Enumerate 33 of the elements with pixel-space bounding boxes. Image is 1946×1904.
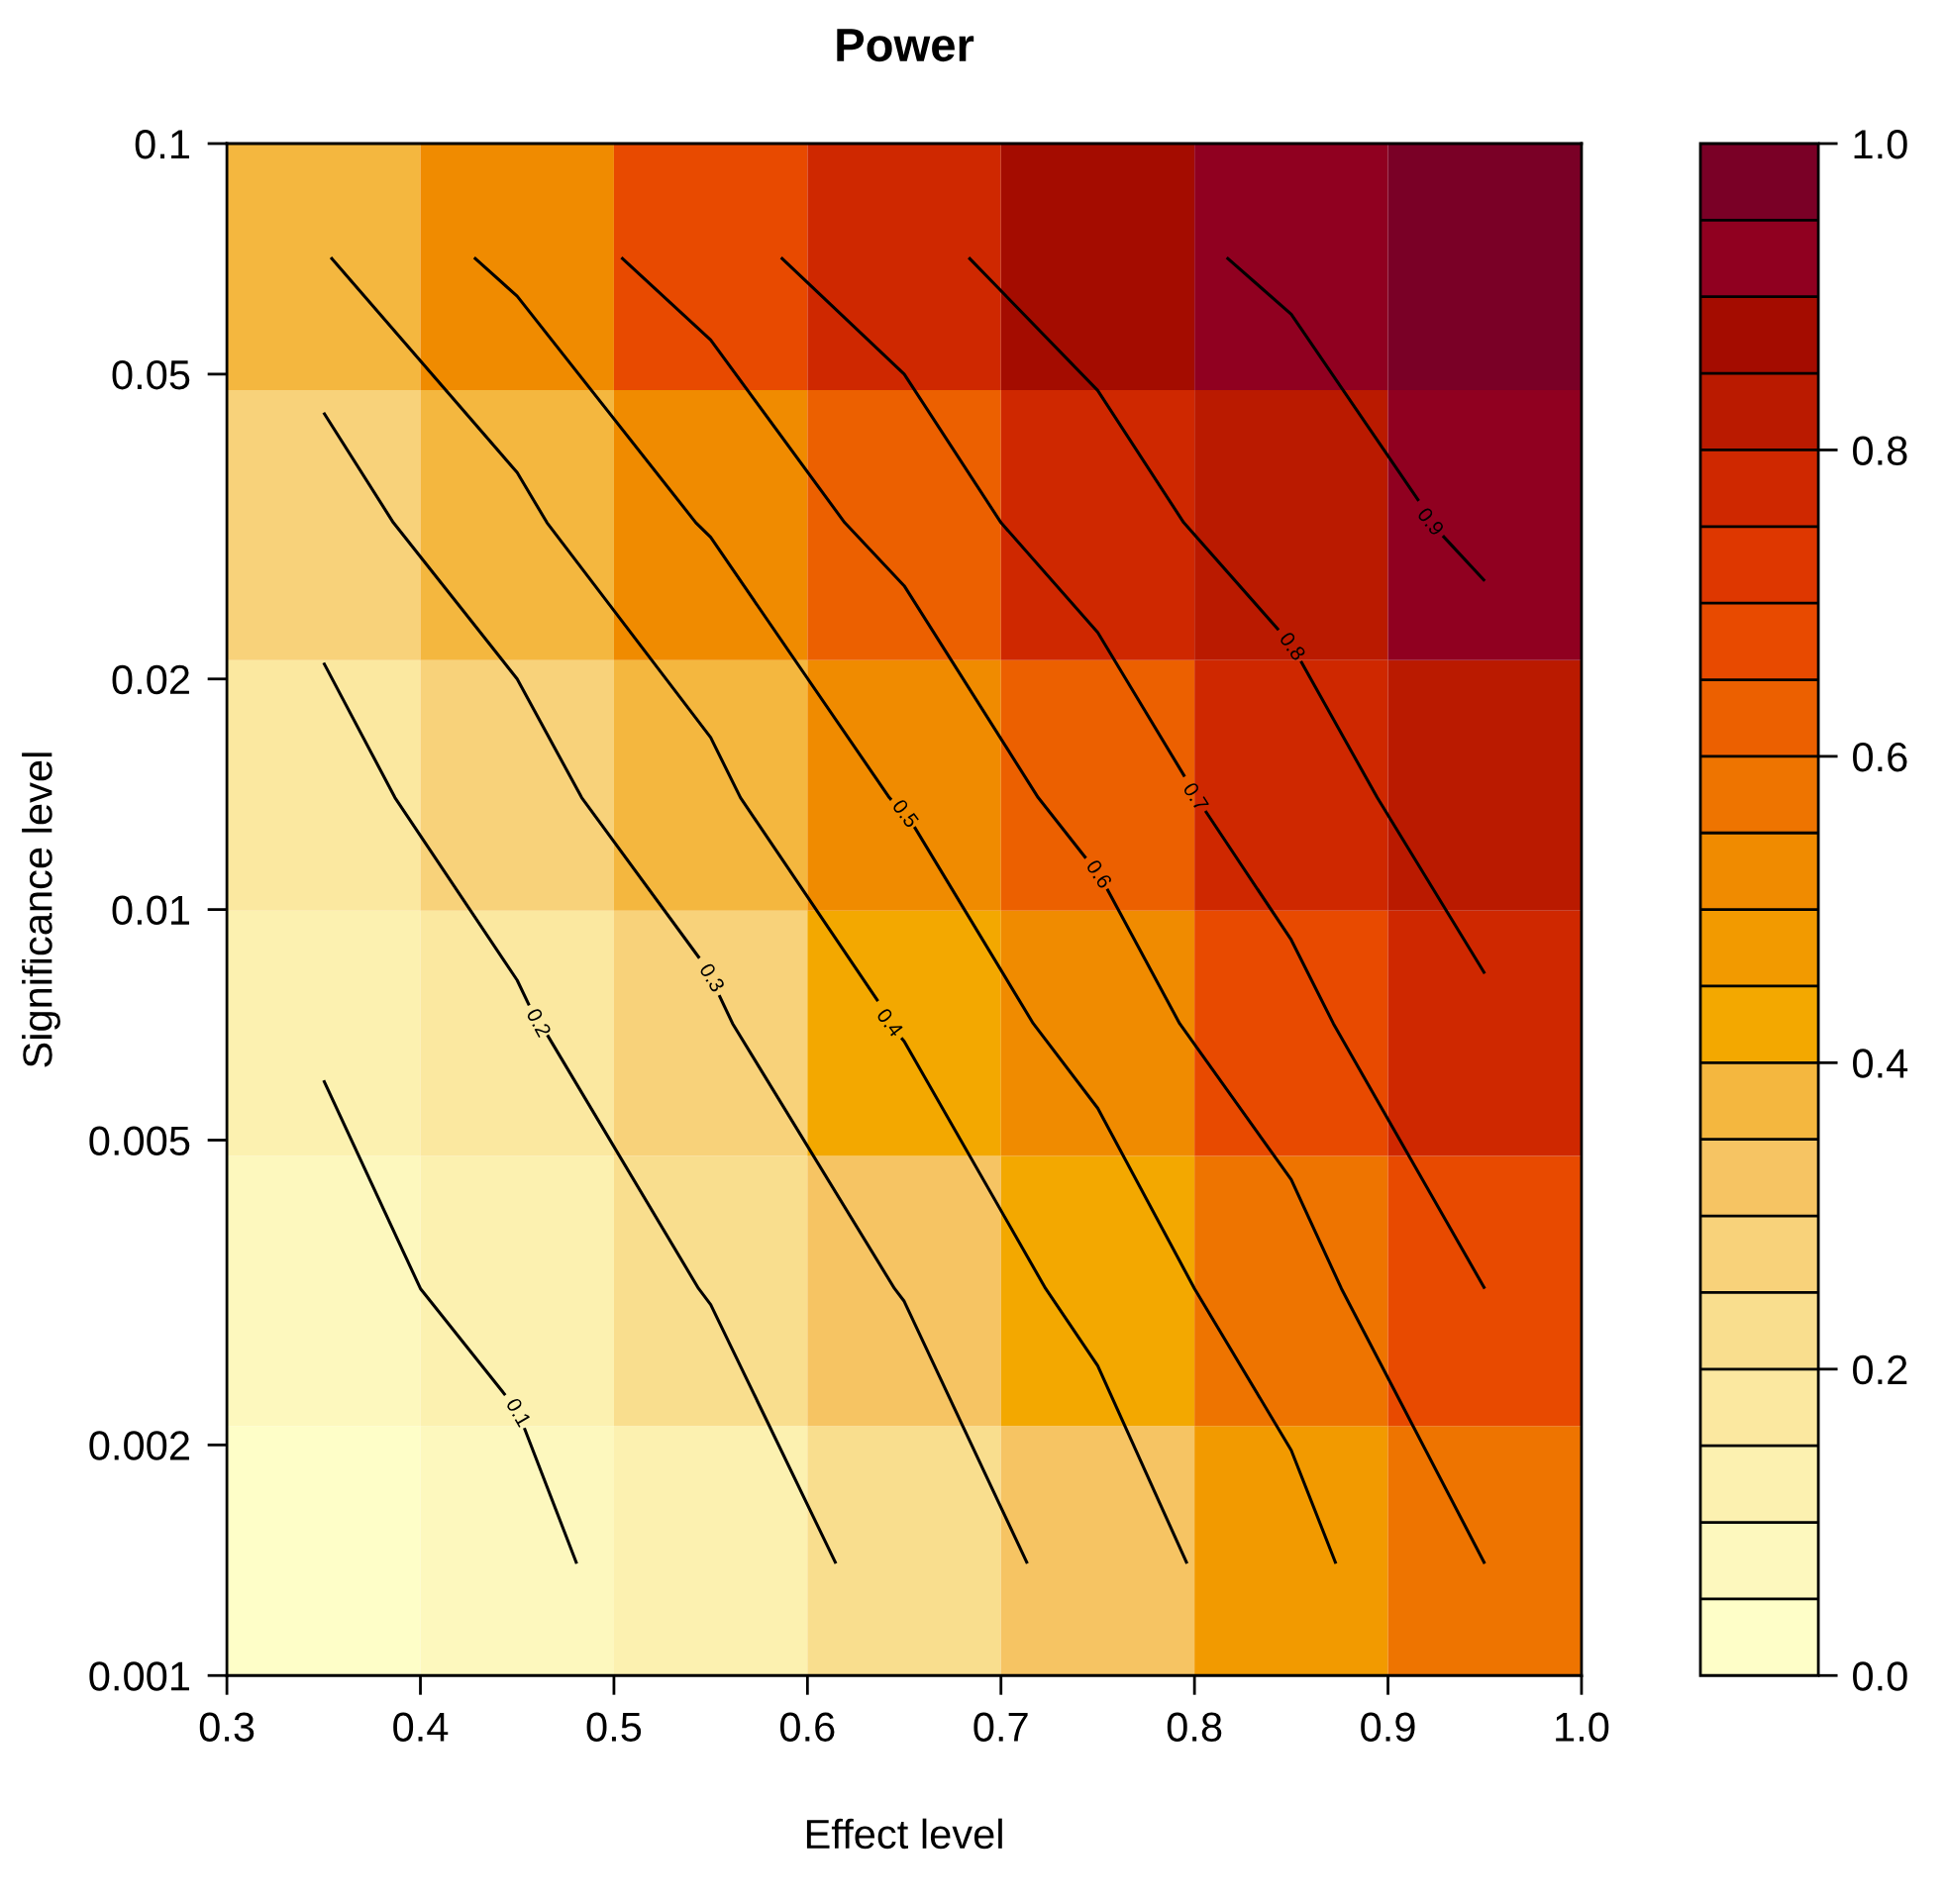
x-tick-label: 0.5 <box>586 1712 642 1742</box>
x-tick-label: 0.7 <box>973 1712 1028 1742</box>
chart-title: Power <box>837 29 974 62</box>
annotation: 0.8 <box>1279 631 1307 662</box>
x-tick-label: 0.3 <box>199 1712 255 1742</box>
y-axis-title: Significance level <box>22 752 60 1067</box>
y-tick-label: 0.001 <box>89 1661 189 1691</box>
annotation: 0.4 <box>875 1007 904 1039</box>
color-bar-label: 0.0 <box>1853 1661 1907 1691</box>
y-tick-label: 0.01 <box>112 895 189 926</box>
y-tick-label: 0.002 <box>89 1431 189 1460</box>
annotation: 0.2 <box>526 1007 552 1039</box>
x-tick-label: 0.4 <box>393 1712 449 1742</box>
annotation: 0.5 <box>891 798 920 829</box>
color-bar-label: 0.4 <box>1853 1049 1908 1078</box>
y-tick-label: 0.05 <box>112 359 190 390</box>
color-bar-label: 0.6 <box>1853 742 1907 772</box>
color-bar-label: 0.2 <box>1853 1354 1907 1385</box>
y-tick-label: 0.005 <box>89 1126 190 1156</box>
color-bar-label: 0.8 <box>1853 436 1907 465</box>
annotation: 0.1 <box>505 1396 532 1428</box>
annotation: 0.3 <box>698 961 726 993</box>
y-tick-label: 0.1 <box>135 130 189 159</box>
annotation: 0.7 <box>1182 781 1210 812</box>
x-tick-label: 0.9 <box>1361 1712 1415 1742</box>
x-tick-label: 0.8 <box>1167 1712 1222 1742</box>
x-tick-label: 0.6 <box>780 1712 835 1742</box>
annotation: 0.9 <box>1416 506 1445 537</box>
color-bar-label: 1.0 <box>1854 130 1907 159</box>
x-axis-title: Effect level <box>806 1818 1002 1850</box>
y-tick-label: 0.02 <box>112 664 189 695</box>
x-tick-label: 1.0 <box>1556 1712 1609 1742</box>
annotation: 0.6 <box>1085 858 1113 890</box>
